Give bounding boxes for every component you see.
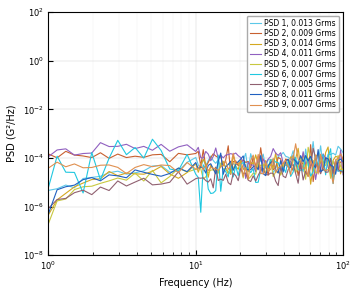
PSD 8, 0.011 Grms bbox=[233, 163, 238, 166]
PSD 4, 0.011 Grms bbox=[236, 154, 240, 158]
PSD 5, 0.007 Grms bbox=[216, 171, 221, 175]
PSD 7, 0.005 Grms bbox=[229, 183, 233, 186]
PSD 5, 0.007 Grms bbox=[233, 162, 238, 166]
PSD 1, 0.013 Grms bbox=[214, 162, 218, 165]
PSD 1, 0.013 Grms bbox=[233, 163, 238, 167]
PSD 2, 0.009 Grms bbox=[46, 152, 50, 156]
PSD 2, 0.009 Grms bbox=[233, 159, 238, 163]
PSD 9, 0.007 Grms bbox=[256, 153, 260, 156]
PSD 2, 0.009 Grms bbox=[176, 152, 180, 155]
PSD 3, 0.014 Grms bbox=[176, 176, 180, 180]
PSD 1, 0.013 Grms bbox=[229, 164, 233, 168]
PSD 9, 0.007 Grms bbox=[341, 157, 345, 161]
PSD 9, 0.007 Grms bbox=[214, 167, 218, 171]
PSD 7, 0.005 Grms bbox=[214, 165, 218, 169]
Line: PSD 5, 0.007 Grms: PSD 5, 0.007 Grms bbox=[48, 147, 343, 224]
PSD 4, 0.011 Grms bbox=[231, 153, 235, 156]
PSD 4, 0.011 Grms bbox=[341, 173, 345, 176]
PSD 2, 0.009 Grms bbox=[229, 173, 233, 176]
PSD 6, 0.007 Grms bbox=[219, 190, 223, 193]
PSD 8, 0.011 Grms bbox=[214, 172, 218, 176]
PSD 1, 0.013 Grms bbox=[216, 158, 221, 161]
PSD 7, 0.005 Grms bbox=[216, 179, 221, 182]
PSD 5, 0.007 Grms bbox=[229, 171, 233, 175]
PSD 4, 0.011 Grms bbox=[46, 155, 50, 158]
PSD 3, 0.014 Grms bbox=[46, 213, 50, 217]
PSD 2, 0.009 Grms bbox=[341, 155, 345, 159]
PSD 5, 0.007 Grms bbox=[341, 169, 345, 172]
PSD 3, 0.014 Grms bbox=[256, 163, 260, 167]
PSD 1, 0.013 Grms bbox=[341, 151, 345, 154]
PSD 9, 0.007 Grms bbox=[229, 164, 233, 168]
PSD 8, 0.011 Grms bbox=[176, 166, 180, 170]
PSD 6, 0.007 Grms bbox=[261, 169, 265, 173]
PSD 5, 0.007 Grms bbox=[256, 161, 260, 165]
PSD 5, 0.007 Grms bbox=[46, 222, 50, 225]
PSD 6, 0.007 Grms bbox=[46, 186, 50, 189]
PSD 1, 0.013 Grms bbox=[311, 140, 315, 143]
PSD 2, 0.009 Grms bbox=[309, 143, 313, 146]
PSD 9, 0.007 Grms bbox=[294, 142, 298, 145]
PSD 8, 0.011 Grms bbox=[256, 168, 260, 172]
PSD 2, 0.009 Grms bbox=[214, 154, 218, 158]
PSD 7, 0.005 Grms bbox=[256, 173, 260, 177]
PSD 6, 0.007 Grms bbox=[185, 153, 189, 156]
PSD 1, 0.013 Grms bbox=[176, 169, 180, 173]
PSD 8, 0.011 Grms bbox=[229, 160, 233, 163]
PSD 8, 0.011 Grms bbox=[46, 212, 50, 215]
Line: PSD 4, 0.011 Grms: PSD 4, 0.011 Grms bbox=[48, 143, 343, 180]
PSD 5, 0.007 Grms bbox=[176, 166, 180, 170]
Line: PSD 6, 0.007 Grms: PSD 6, 0.007 Grms bbox=[48, 139, 343, 212]
PSD 3, 0.014 Grms bbox=[216, 171, 221, 175]
Line: PSD 2, 0.009 Grms: PSD 2, 0.009 Grms bbox=[48, 145, 343, 182]
PSD 6, 0.007 Grms bbox=[199, 211, 203, 214]
PSD 4, 0.011 Grms bbox=[314, 178, 318, 181]
PSD 8, 0.011 Grms bbox=[316, 148, 320, 151]
Line: PSD 3, 0.014 Grms: PSD 3, 0.014 Grms bbox=[48, 147, 343, 215]
PSD 7, 0.005 Grms bbox=[311, 146, 315, 150]
PSD 3, 0.014 Grms bbox=[341, 156, 345, 160]
PSD 6, 0.007 Grms bbox=[233, 164, 238, 168]
PSD 9, 0.007 Grms bbox=[233, 162, 238, 165]
PSD 7, 0.005 Grms bbox=[233, 174, 238, 177]
PSD 5, 0.007 Grms bbox=[214, 171, 218, 174]
Line: PSD 7, 0.005 Grms: PSD 7, 0.005 Grms bbox=[48, 148, 343, 208]
PSD 9, 0.007 Grms bbox=[46, 166, 50, 170]
Line: PSD 8, 0.011 Grms: PSD 8, 0.011 Grms bbox=[48, 150, 343, 214]
PSD 9, 0.007 Grms bbox=[176, 171, 180, 174]
PSD 1, 0.013 Grms bbox=[46, 189, 50, 192]
PSD 9, 0.007 Grms bbox=[216, 169, 221, 173]
PSD 3, 0.014 Grms bbox=[214, 166, 218, 169]
PSD 7, 0.005 Grms bbox=[46, 206, 50, 210]
PSD 2, 0.009 Grms bbox=[216, 156, 221, 159]
PSD 7, 0.005 Grms bbox=[341, 170, 345, 174]
PSD 8, 0.011 Grms bbox=[341, 160, 345, 164]
Y-axis label: PSD (G²/Hz): PSD (G²/Hz) bbox=[7, 105, 17, 163]
Legend: PSD 1, 0.013 Grms, PSD 2, 0.009 Grms, PSD 3, 0.014 Grms, PSD 4, 0.011 Grms, PSD : PSD 1, 0.013 Grms, PSD 2, 0.009 Grms, PS… bbox=[247, 16, 339, 112]
PSD 4, 0.011 Grms bbox=[258, 172, 263, 176]
PSD 9, 0.007 Grms bbox=[331, 182, 335, 185]
PSD 4, 0.011 Grms bbox=[219, 153, 223, 157]
Line: PSD 1, 0.013 Grms: PSD 1, 0.013 Grms bbox=[48, 142, 343, 190]
PSD 8, 0.011 Grms bbox=[216, 160, 221, 163]
PSD 2, 0.009 Grms bbox=[256, 167, 260, 171]
PSD 7, 0.005 Grms bbox=[176, 170, 180, 173]
PSD 6, 0.007 Grms bbox=[221, 167, 226, 171]
PSD 4, 0.011 Grms bbox=[98, 141, 103, 145]
Line: PSD 9, 0.007 Grms: PSD 9, 0.007 Grms bbox=[48, 144, 343, 183]
PSD 3, 0.014 Grms bbox=[233, 165, 238, 168]
PSD 3, 0.014 Grms bbox=[229, 171, 233, 174]
PSD 4, 0.011 Grms bbox=[185, 143, 189, 147]
PSD 6, 0.007 Grms bbox=[238, 163, 243, 166]
PSD 2, 0.009 Grms bbox=[311, 180, 315, 183]
PSD 5, 0.007 Grms bbox=[306, 145, 310, 149]
PSD 6, 0.007 Grms bbox=[150, 137, 155, 141]
PSD 1, 0.013 Grms bbox=[256, 161, 260, 164]
PSD 3, 0.014 Grms bbox=[326, 145, 330, 149]
PSD 4, 0.011 Grms bbox=[216, 157, 221, 160]
X-axis label: Frequency (Hz): Frequency (Hz) bbox=[159, 278, 233, 288]
PSD 6, 0.007 Grms bbox=[341, 170, 345, 173]
